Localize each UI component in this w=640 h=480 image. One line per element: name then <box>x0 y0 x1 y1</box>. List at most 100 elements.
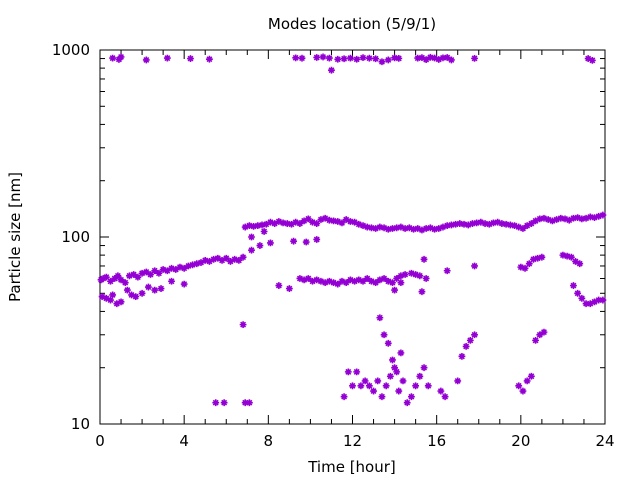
data-point <box>138 289 146 297</box>
x-tick-label: 24 <box>595 432 614 450</box>
x-tick-label: 20 <box>511 432 530 450</box>
data-point <box>382 382 390 390</box>
data-point <box>296 275 304 282</box>
data-point <box>414 54 422 62</box>
data-point <box>517 263 525 271</box>
x-tick-label: 12 <box>343 432 362 450</box>
data-point <box>452 220 460 228</box>
data-point <box>391 364 398 372</box>
data-point <box>378 58 386 66</box>
data-point <box>201 256 209 264</box>
data-point <box>511 222 518 230</box>
data-point <box>420 364 428 372</box>
data-point <box>107 277 114 285</box>
data-point <box>506 221 514 229</box>
data-point <box>353 55 361 63</box>
data-point <box>113 300 121 308</box>
data-point <box>418 54 426 62</box>
data-point <box>214 254 222 262</box>
data-point <box>300 276 308 284</box>
data-point <box>515 382 523 390</box>
data-point <box>559 251 567 259</box>
data-point <box>239 253 247 261</box>
data-point <box>245 222 253 230</box>
data-point <box>471 262 478 270</box>
data-point <box>386 372 394 380</box>
data-point <box>540 214 548 222</box>
data-point <box>351 218 359 226</box>
data-point <box>591 214 598 221</box>
data-point <box>372 279 380 287</box>
data-point <box>346 54 354 62</box>
data-point <box>523 377 531 385</box>
data-point <box>98 293 106 301</box>
data-point <box>401 225 409 232</box>
data-point <box>410 225 417 233</box>
data-point <box>365 382 373 390</box>
data-point <box>599 296 607 304</box>
data-point <box>338 219 346 227</box>
data-point <box>374 377 382 385</box>
data-point <box>431 225 438 233</box>
data-point <box>342 216 350 223</box>
data-point <box>397 223 405 231</box>
data-point <box>439 223 447 231</box>
data-point <box>365 54 373 62</box>
data-point <box>109 54 117 62</box>
data-point <box>313 236 321 243</box>
data-point <box>384 56 392 64</box>
data-point <box>477 218 485 226</box>
data-point <box>586 300 594 308</box>
data-point <box>418 226 426 234</box>
data-point <box>340 55 348 63</box>
data-point <box>401 271 409 278</box>
data-point <box>376 276 384 284</box>
axis-ticks <box>99 49 606 425</box>
data-point <box>292 54 300 62</box>
data-point <box>412 271 420 278</box>
data-point <box>338 277 346 285</box>
data-point <box>494 218 502 226</box>
data-point <box>325 277 333 285</box>
data-point <box>248 246 255 254</box>
data-point <box>426 224 434 232</box>
data-point <box>572 258 579 265</box>
series-upper-modes <box>109 53 596 74</box>
data-point <box>220 399 228 407</box>
data-point <box>481 220 489 227</box>
data-point <box>515 223 523 231</box>
data-point <box>372 55 380 63</box>
data-point <box>532 336 539 344</box>
data-point <box>302 238 310 246</box>
data-point <box>117 276 125 284</box>
data-point <box>519 387 527 395</box>
data-point <box>313 220 321 227</box>
data-point <box>460 220 468 228</box>
data-point <box>309 218 316 226</box>
data-point <box>117 53 125 61</box>
data-point <box>359 54 367 62</box>
data-point <box>376 314 384 322</box>
data-point <box>275 282 283 289</box>
data-point <box>454 377 462 385</box>
data-point <box>239 321 247 329</box>
data-point <box>464 221 472 229</box>
data-point <box>99 275 107 282</box>
data-point <box>447 221 455 229</box>
data-point <box>456 220 464 227</box>
data-point <box>355 276 363 284</box>
data-point <box>395 387 403 395</box>
data-point <box>426 53 434 61</box>
data-point <box>176 263 184 271</box>
data-point <box>553 216 561 223</box>
data-point <box>372 225 380 232</box>
data-point <box>168 264 175 272</box>
data-point <box>431 54 438 62</box>
data-point <box>439 54 447 62</box>
data-point <box>138 269 146 277</box>
data-point <box>403 399 411 407</box>
data-point <box>563 252 571 260</box>
data-point <box>206 55 213 63</box>
data-point <box>298 54 306 62</box>
data-point <box>102 294 110 302</box>
